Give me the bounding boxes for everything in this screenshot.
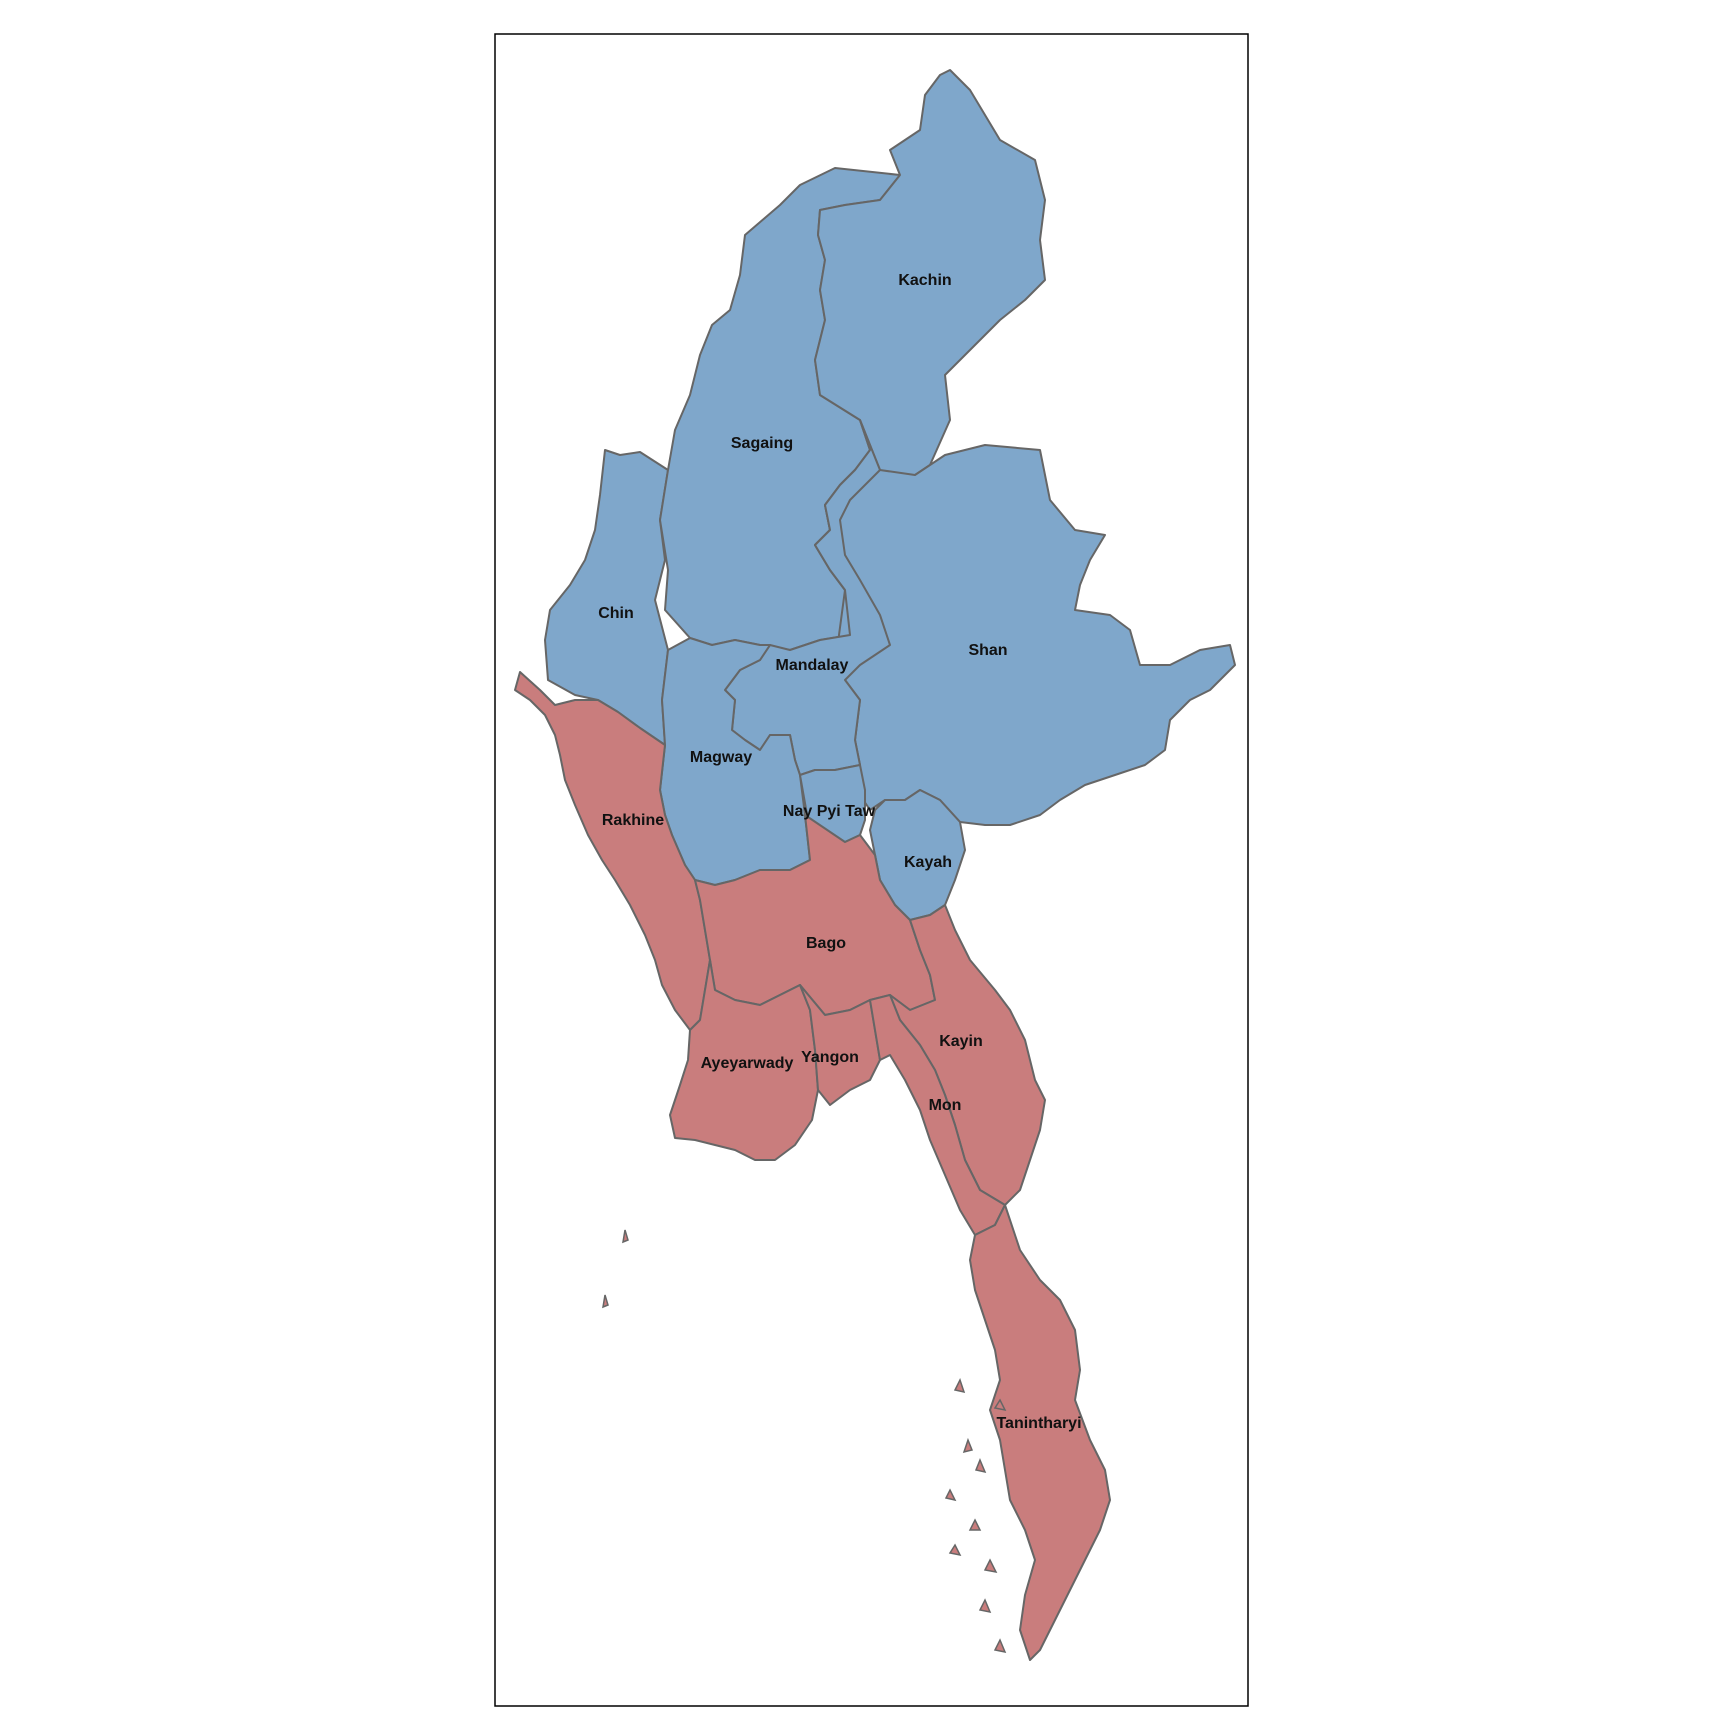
island-arch-10 bbox=[993, 1398, 1007, 1412]
label-magway: Magway bbox=[690, 749, 752, 766]
island-arch-7 bbox=[978, 1598, 992, 1614]
island-arch-3 bbox=[944, 1488, 957, 1502]
label-bago: Bago bbox=[806, 935, 846, 952]
island-arch-1 bbox=[962, 1437, 974, 1454]
island-coco-1 bbox=[622, 1229, 629, 1244]
label-kayin: Kayin bbox=[939, 1033, 983, 1050]
island-arch-2 bbox=[974, 1458, 987, 1474]
label-kachin: Kachin bbox=[898, 272, 951, 289]
island-arch-6 bbox=[948, 1543, 962, 1557]
island-coco-2 bbox=[602, 1294, 609, 1309]
island-arch-5 bbox=[983, 1558, 998, 1574]
label-rakhine: Rakhine bbox=[602, 812, 664, 829]
label-nay-pyi-taw: Nay Pyi Taw bbox=[783, 803, 876, 820]
label-shan: Shan bbox=[968, 642, 1007, 659]
island-arch-9 bbox=[953, 1378, 966, 1394]
island-arch-4 bbox=[968, 1518, 982, 1531]
region-ayeyarwady[interactable] bbox=[669, 959, 819, 1161]
label-tanintharyi: Tanintharyi bbox=[996, 1415, 1081, 1432]
island-arch-8 bbox=[993, 1638, 1007, 1654]
label-kayah: Kayah bbox=[904, 854, 952, 871]
label-mon: Mon bbox=[929, 1097, 962, 1114]
region-yangon[interactable] bbox=[799, 984, 881, 1106]
label-mandalay: Mandalay bbox=[776, 657, 849, 674]
region-tanintharyi[interactable] bbox=[969, 1204, 1111, 1661]
label-chin: Chin bbox=[598, 605, 634, 622]
label-sagaing: Sagaing bbox=[731, 435, 793, 452]
label-ayeyarwady: Ayeyarwady bbox=[701, 1055, 794, 1072]
label-yangon: Yangon bbox=[801, 1049, 859, 1066]
